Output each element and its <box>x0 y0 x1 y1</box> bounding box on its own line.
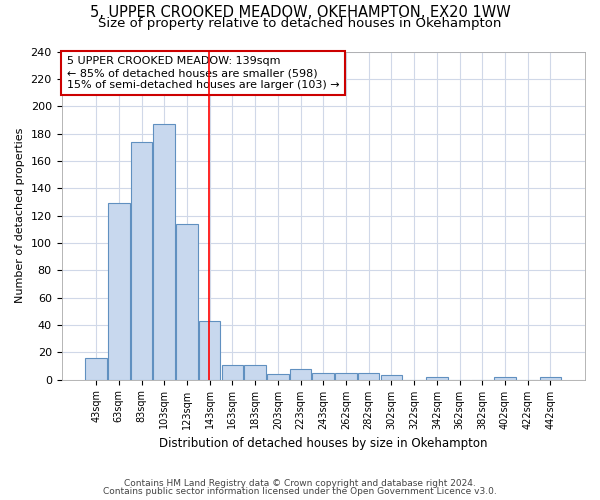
Bar <box>154 124 175 380</box>
Bar <box>199 321 220 380</box>
Bar <box>108 203 130 380</box>
Bar <box>380 376 402 380</box>
X-axis label: Distribution of detached houses by size in Okehampton: Distribution of detached houses by size … <box>159 437 488 450</box>
Bar <box>290 368 311 380</box>
Bar <box>221 364 243 380</box>
Bar <box>358 372 379 380</box>
Text: Size of property relative to detached houses in Okehampton: Size of property relative to detached ho… <box>98 18 502 30</box>
Bar <box>335 372 357 380</box>
Bar <box>426 377 448 380</box>
Y-axis label: Number of detached properties: Number of detached properties <box>15 128 25 303</box>
Bar <box>539 377 561 380</box>
Bar <box>85 358 107 380</box>
Text: 5, UPPER CROOKED MEADOW, OKEHAMPTON, EX20 1WW: 5, UPPER CROOKED MEADOW, OKEHAMPTON, EX2… <box>89 5 511 20</box>
Text: Contains HM Land Registry data © Crown copyright and database right 2024.: Contains HM Land Registry data © Crown c… <box>124 478 476 488</box>
Bar <box>494 377 516 380</box>
Bar <box>267 374 289 380</box>
Bar <box>244 364 266 380</box>
Bar <box>131 142 152 380</box>
Text: Contains public sector information licensed under the Open Government Licence v3: Contains public sector information licen… <box>103 487 497 496</box>
Bar <box>313 372 334 380</box>
Text: 5 UPPER CROOKED MEADOW: 139sqm
← 85% of detached houses are smaller (598)
15% of: 5 UPPER CROOKED MEADOW: 139sqm ← 85% of … <box>67 56 340 90</box>
Bar <box>176 224 198 380</box>
